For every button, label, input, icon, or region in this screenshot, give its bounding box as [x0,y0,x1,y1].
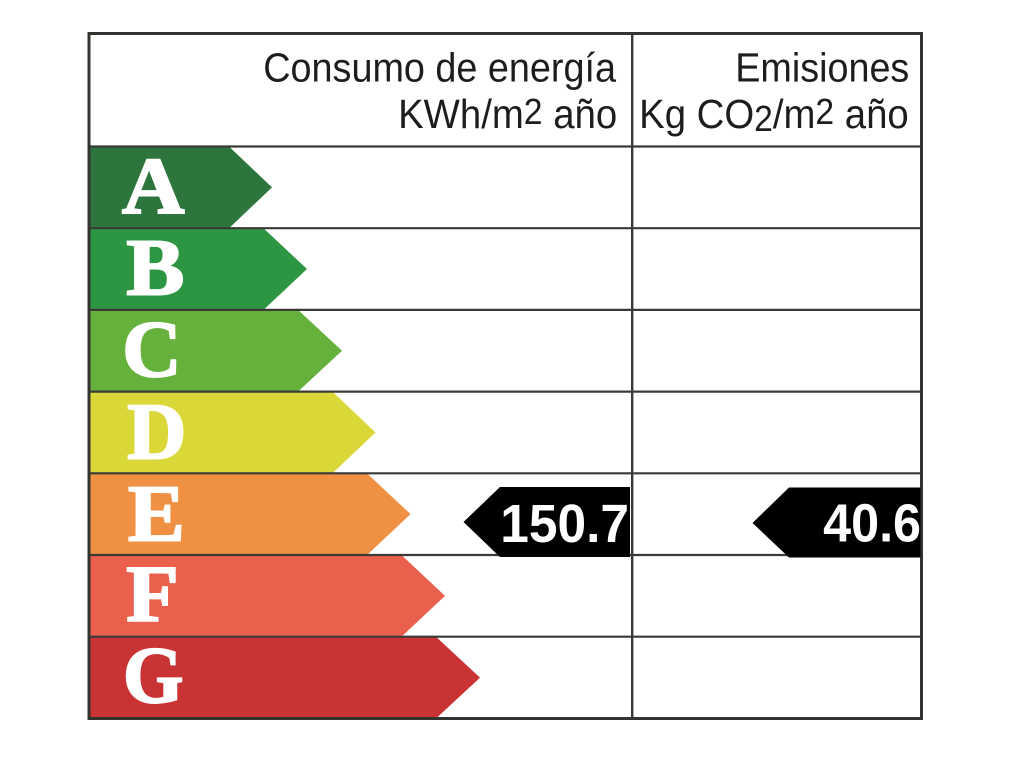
svg-text:E: E [128,469,185,558]
svg-text:40.6: 40.6 [823,494,921,554]
svg-text:G: G [123,632,183,720]
svg-text:Kg CO2/m2 año: Kg CO2/m2 año [639,92,909,139]
svg-text:F: F [126,549,178,638]
svg-text:D: D [127,387,186,476]
svg-text:Consumo de energía: Consumo de energía [263,45,616,91]
svg-text:B: B [126,225,184,313]
svg-text:C: C [122,305,181,394]
svg-text:KWh/m2 año: KWh/m2 año [398,92,617,137]
svg-text:150.7: 150.7 [500,494,629,554]
svg-text:Emisiones: Emisiones [735,45,909,91]
svg-text:A: A [122,143,185,231]
